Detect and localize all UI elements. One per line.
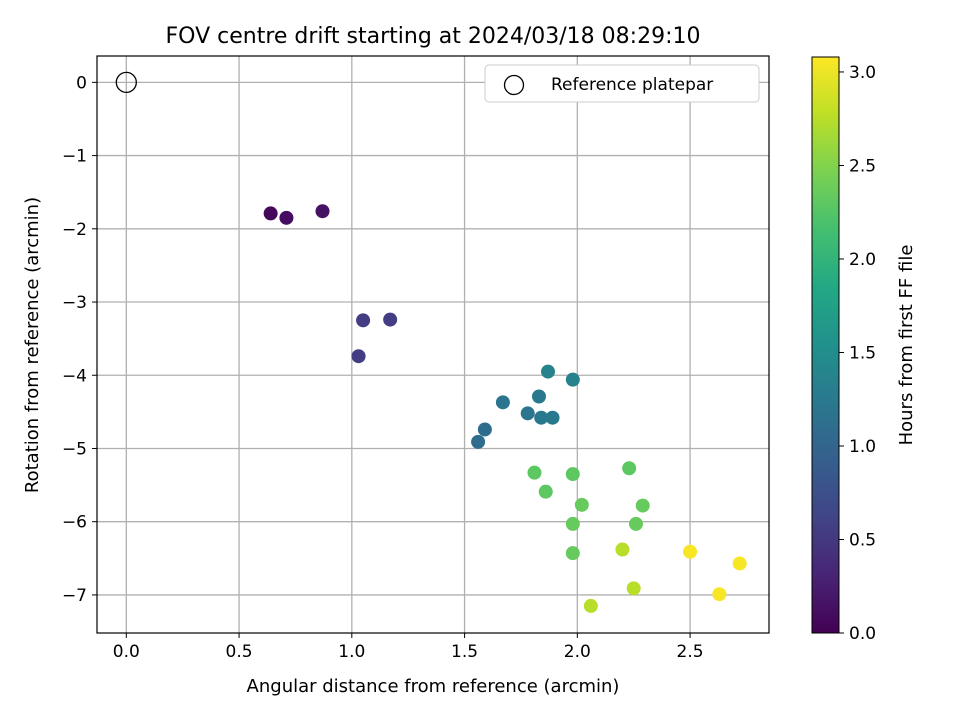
y-tick-label: −2 [62, 220, 87, 240]
data-point [520, 406, 535, 421]
y-tick-label: −6 [62, 513, 87, 533]
data-point [628, 516, 643, 531]
data-point [635, 498, 650, 513]
data-point [534, 410, 549, 425]
colorbar-label: Hours from first FF file [896, 245, 917, 446]
legend: Reference platepar [484, 64, 760, 103]
colorbar [811, 56, 840, 634]
grid [97, 56, 769, 633]
data-point [626, 581, 641, 596]
data-point [583, 598, 598, 613]
x-tick-label: 1.5 [451, 642, 478, 662]
colorbar-tick-label: 1.0 [849, 437, 876, 457]
legend-reference-marker [503, 74, 525, 96]
data-point [356, 313, 371, 328]
x-axis-ticks: 0.0 0.5 1.0 1.5 2.0 2.5 [113, 633, 704, 662]
data-point [565, 546, 580, 561]
data-point [315, 204, 330, 219]
colorbar-tick-label: 1.5 [849, 343, 876, 363]
legend-box [484, 64, 760, 103]
reference-marker-group [115, 71, 137, 94]
plot-frame [96, 55, 770, 634]
reference-point-marker [115, 71, 137, 94]
colorbar-tick-label: 2.0 [849, 250, 876, 270]
data-point [545, 410, 560, 425]
x-tick-label: 2.0 [564, 642, 591, 662]
data-point [622, 461, 637, 476]
colorbar-tick-label: 2.5 [849, 156, 876, 176]
data-point [574, 497, 589, 512]
data-point [732, 556, 747, 571]
colorbar-tick-label: 0.5 [849, 530, 876, 550]
data-point [495, 395, 510, 410]
data-point [279, 210, 294, 225]
data-point [471, 434, 486, 449]
data-point [565, 516, 580, 531]
data-point [712, 587, 727, 602]
y-tick-label: −1 [62, 147, 87, 167]
data-point [538, 484, 553, 499]
y-tick-label: 0 [76, 73, 87, 93]
y-tick-label: −7 [62, 586, 87, 606]
colorbar-ticks: 0.0 0.5 1.0 1.5 2.0 2.5 3.0 [839, 63, 876, 644]
x-axis-label: Angular distance from reference (arcmin) [247, 676, 620, 697]
y-axis-ticks: 0 −1 −2 −3 −4 −5 −6 −7 [62, 73, 97, 606]
data-point [263, 206, 278, 221]
y-axis-label: Rotation from reference (arcmin) [22, 197, 43, 493]
data-point [565, 372, 580, 387]
data-point [477, 422, 492, 437]
chart-title: FOV centre drift starting at 2024/03/18 … [166, 24, 701, 49]
data-point [565, 467, 580, 482]
data-point [615, 542, 630, 557]
data-point [531, 389, 546, 404]
data-point [527, 465, 542, 480]
y-tick-label: −5 [62, 439, 87, 459]
data-point [351, 349, 366, 364]
x-tick-label: 2.5 [677, 642, 704, 662]
x-tick-label: 0.0 [113, 642, 140, 662]
legend-label: Reference platepar [551, 75, 713, 95]
data-point [541, 364, 556, 379]
x-tick-label: 0.5 [226, 642, 253, 662]
y-tick-label: −3 [62, 293, 87, 313]
y-tick-label: −4 [62, 366, 87, 386]
x-tick-label: 1.0 [338, 642, 365, 662]
data-point [383, 312, 398, 327]
data-points [263, 204, 747, 613]
colorbar-tick-label: 0.0 [849, 624, 876, 644]
colorbar-tick-label: 3.0 [849, 63, 876, 83]
data-point [683, 544, 698, 559]
